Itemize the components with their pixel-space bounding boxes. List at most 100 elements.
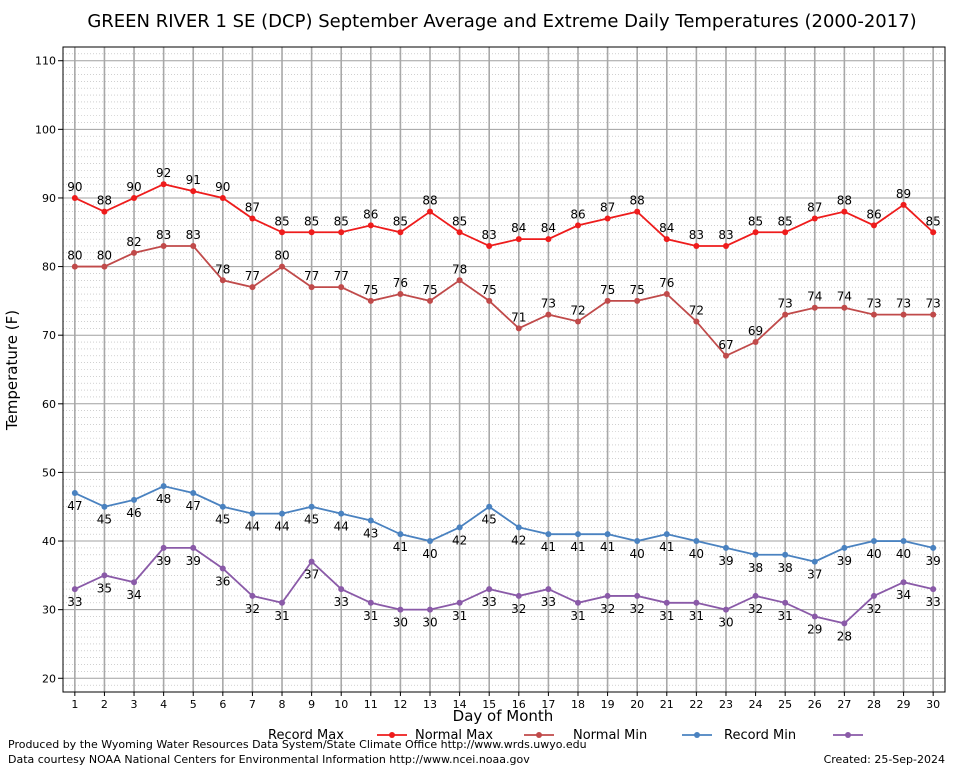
record-max-point <box>515 236 522 243</box>
record-max-point <box>397 229 404 236</box>
x-tick-label: 9 <box>308 698 315 711</box>
normal-min-data-label: 38 <box>748 561 763 575</box>
record-min-point <box>634 592 641 599</box>
normal-min-data-label: 47 <box>186 499 201 513</box>
x-tick-label: 7 <box>249 698 256 711</box>
normal-min-point <box>190 490 197 497</box>
normal-max-data-label: 75 <box>630 283 645 297</box>
normal-max-data-label: 74 <box>837 290 852 304</box>
record-min-data-label: 39 <box>186 554 201 568</box>
record-min-point <box>249 592 256 599</box>
record-max-point <box>160 181 167 188</box>
normal-max-data-label: 80 <box>97 249 112 263</box>
normal-min-point <box>71 490 78 497</box>
record-max-point <box>71 194 78 201</box>
record-min-point <box>930 586 937 593</box>
x-tick-label: 24 <box>749 698 763 711</box>
normal-min-point <box>545 531 552 538</box>
x-tick-label: 14 <box>453 698 467 711</box>
normal-max-point <box>456 277 463 284</box>
record-max-data-label: 84 <box>511 221 526 235</box>
x-tick-label: 17 <box>541 698 555 711</box>
x-tick-label: 10 <box>334 698 348 711</box>
normal-max-point <box>841 304 848 311</box>
normal-min-data-label: 44 <box>245 520 260 534</box>
record-max-point <box>811 215 818 222</box>
normal-max-point <box>131 249 138 256</box>
record-min-point <box>456 599 463 606</box>
record-min-point <box>870 592 877 599</box>
record-max-data-label: 85 <box>778 214 793 228</box>
x-tick-label: 23 <box>719 698 733 711</box>
normal-min-data-label: 37 <box>807 568 822 582</box>
normal-max-data-label: 73 <box>926 297 941 311</box>
record-max-point <box>545 236 552 243</box>
x-tick-label: 20 <box>630 698 644 711</box>
normal-max-data-label: 80 <box>274 249 289 263</box>
x-tick-label: 28 <box>867 698 881 711</box>
normal-min-point <box>397 531 404 538</box>
x-axis-label: Day of Month <box>453 707 554 725</box>
legend-label-record-min: Record Min <box>724 728 796 743</box>
normal-max-point <box>101 263 108 270</box>
x-tick-label: 11 <box>364 698 378 711</box>
data-series: 90 88 90 92 91 90 87 85 85 85 86 85 88 85 83 84 84 86 87 88… <box>67 166 941 643</box>
record-min-point <box>752 592 759 599</box>
record-min-point <box>397 606 404 613</box>
x-tick-label: 26 <box>808 698 822 711</box>
record-max-point <box>722 242 729 249</box>
y-tick-label: 80 <box>42 261 56 274</box>
record-min-data-label: 28 <box>837 629 852 643</box>
record-min-data-label: 33 <box>334 595 349 609</box>
record-min-point <box>308 558 315 565</box>
record-min-data-label: 31 <box>778 609 793 623</box>
record-min-data-label: 37 <box>304 568 319 582</box>
record-max-data-label: 85 <box>452 214 467 228</box>
record-max-point <box>900 201 907 208</box>
normal-max-point <box>219 277 226 284</box>
record-max-data-label: 85 <box>334 214 349 228</box>
record-max-point <box>634 208 641 215</box>
record-min-point <box>604 592 611 599</box>
normal-max-data-label: 73 <box>896 297 911 311</box>
normal-max-point <box>545 311 552 318</box>
normal-max-data-label: 77 <box>245 269 260 283</box>
normal-max-data-label: 80 <box>67 249 82 263</box>
normal-min-point <box>515 524 522 531</box>
record-max-data-label: 84 <box>659 221 674 235</box>
normal-min-point <box>131 496 138 503</box>
x-tick-label: 3 <box>131 698 138 711</box>
normal-min-data-label: 39 <box>926 554 941 568</box>
x-tick-label: 13 <box>423 698 437 711</box>
record-min-point <box>693 599 700 606</box>
record-min-point <box>663 599 670 606</box>
record-min-point <box>782 599 789 606</box>
record-min-data-label: 33 <box>541 595 556 609</box>
record-min-data-label: 32 <box>600 602 615 616</box>
record-max-line <box>74 183 934 247</box>
chart-title: GREEN RIVER 1 SE (DCP) September Average… <box>87 11 916 32</box>
credit-source: Data courtesy NOAA National Centers for … <box>8 753 530 766</box>
record-min-point <box>722 606 729 613</box>
record-max-point <box>574 222 581 229</box>
x-tick-label: 16 <box>512 698 526 711</box>
normal-max-data-label: 75 <box>363 283 378 297</box>
record-min-point <box>811 613 818 620</box>
normal-min-point <box>634 538 641 545</box>
normal-min-point <box>219 503 226 510</box>
plot-area-border <box>62 46 946 693</box>
record-max-data-label: 83 <box>718 228 733 242</box>
normal-max-point <box>811 304 818 311</box>
legend-label-normal-min: Normal Min <box>573 728 647 743</box>
legend: Record Max Normal Max Normal Min Record Min <box>268 728 863 743</box>
y-axis-label: Temperature (F) <box>3 310 21 431</box>
normal-max-point <box>427 297 434 304</box>
record-min-data-label: 30 <box>393 616 408 630</box>
record-max-data-label: 87 <box>807 201 822 215</box>
record-min-data-label: 31 <box>659 609 674 623</box>
normal-max-point <box>308 284 315 291</box>
record-max-point <box>338 229 345 236</box>
normal-min-point <box>160 483 167 490</box>
record-max-data-label: 89 <box>896 187 911 201</box>
legend-marker-record-max <box>389 732 395 738</box>
